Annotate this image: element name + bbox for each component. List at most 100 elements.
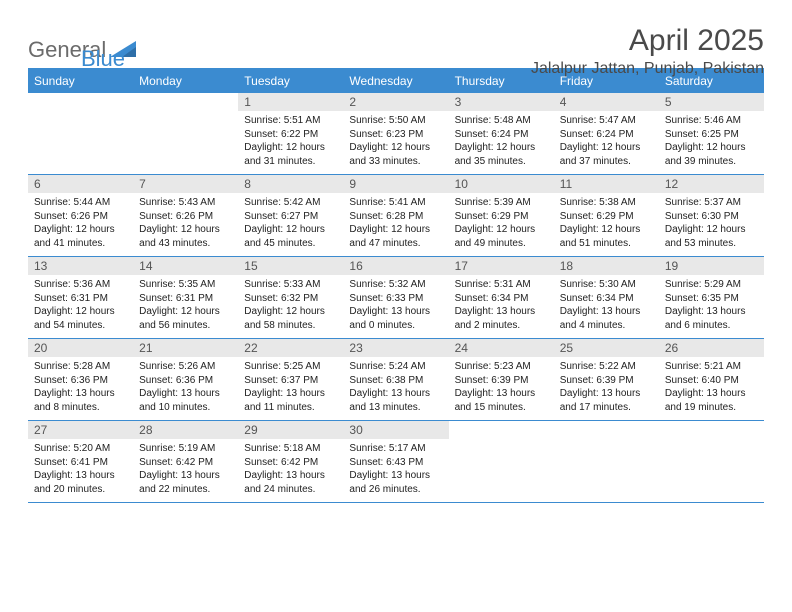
day-cell xyxy=(554,421,659,503)
day-number: 25 xyxy=(554,339,659,357)
day-number: 2 xyxy=(343,93,448,111)
day-cell: 21Sunrise: 5:26 AMSunset: 6:36 PMDayligh… xyxy=(133,339,238,421)
day-number: 7 xyxy=(133,175,238,193)
day-cell: 9Sunrise: 5:41 AMSunset: 6:28 PMDaylight… xyxy=(343,175,448,257)
day-details: Sunrise: 5:21 AMSunset: 6:40 PMDaylight:… xyxy=(659,357,764,418)
calendar-page: General Blue April 2025 Jalalpur Jattan,… xyxy=(0,0,792,523)
day-cell: 13Sunrise: 5:36 AMSunset: 6:31 PMDayligh… xyxy=(28,257,133,339)
day-number: 22 xyxy=(238,339,343,357)
logo-text-blue: Blue xyxy=(81,46,125,72)
day-details: Sunrise: 5:37 AMSunset: 6:30 PMDaylight:… xyxy=(659,193,764,254)
weekday-wednesday: Wednesday xyxy=(343,69,448,93)
day-details: Sunrise: 5:39 AMSunset: 6:29 PMDaylight:… xyxy=(449,193,554,254)
day-number: 3 xyxy=(449,93,554,111)
day-cell: 23Sunrise: 5:24 AMSunset: 6:38 PMDayligh… xyxy=(343,339,448,421)
day-details: Sunrise: 5:50 AMSunset: 6:23 PMDaylight:… xyxy=(343,111,448,172)
day-cell: 16Sunrise: 5:32 AMSunset: 6:33 PMDayligh… xyxy=(343,257,448,339)
day-details: Sunrise: 5:23 AMSunset: 6:39 PMDaylight:… xyxy=(449,357,554,418)
calendar-table: Sunday Monday Tuesday Wednesday Thursday… xyxy=(28,68,764,503)
day-details: Sunrise: 5:28 AMSunset: 6:36 PMDaylight:… xyxy=(28,357,133,418)
month-title: April 2025 xyxy=(531,24,764,58)
day-number: 17 xyxy=(449,257,554,275)
day-number: 30 xyxy=(343,421,448,439)
day-details: Sunrise: 5:30 AMSunset: 6:34 PMDaylight:… xyxy=(554,275,659,336)
day-cell: 28Sunrise: 5:19 AMSunset: 6:42 PMDayligh… xyxy=(133,421,238,503)
day-details: Sunrise: 5:31 AMSunset: 6:34 PMDaylight:… xyxy=(449,275,554,336)
day-number: 16 xyxy=(343,257,448,275)
day-cell: 18Sunrise: 5:30 AMSunset: 6:34 PMDayligh… xyxy=(554,257,659,339)
day-cell: 7Sunrise: 5:43 AMSunset: 6:26 PMDaylight… xyxy=(133,175,238,257)
week-row: 13Sunrise: 5:36 AMSunset: 6:31 PMDayligh… xyxy=(28,257,764,339)
day-details: Sunrise: 5:22 AMSunset: 6:39 PMDaylight:… xyxy=(554,357,659,418)
day-details: Sunrise: 5:17 AMSunset: 6:43 PMDaylight:… xyxy=(343,439,448,500)
day-cell: 8Sunrise: 5:42 AMSunset: 6:27 PMDaylight… xyxy=(238,175,343,257)
day-details: Sunrise: 5:41 AMSunset: 6:28 PMDaylight:… xyxy=(343,193,448,254)
logo: General Blue xyxy=(28,24,138,70)
day-details: Sunrise: 5:48 AMSunset: 6:24 PMDaylight:… xyxy=(449,111,554,172)
day-cell: 22Sunrise: 5:25 AMSunset: 6:37 PMDayligh… xyxy=(238,339,343,421)
day-details: Sunrise: 5:25 AMSunset: 6:37 PMDaylight:… xyxy=(238,357,343,418)
day-cell: 12Sunrise: 5:37 AMSunset: 6:30 PMDayligh… xyxy=(659,175,764,257)
day-number: 29 xyxy=(238,421,343,439)
day-number: 14 xyxy=(133,257,238,275)
day-number: 13 xyxy=(28,257,133,275)
day-number: 27 xyxy=(28,421,133,439)
day-cell: 20Sunrise: 5:28 AMSunset: 6:36 PMDayligh… xyxy=(28,339,133,421)
title-block: April 2025 Jalalpur Jattan, Punjab, Paki… xyxy=(531,24,764,78)
day-cell: 10Sunrise: 5:39 AMSunset: 6:29 PMDayligh… xyxy=(449,175,554,257)
week-row: 20Sunrise: 5:28 AMSunset: 6:36 PMDayligh… xyxy=(28,339,764,421)
day-number: 26 xyxy=(659,339,764,357)
day-cell xyxy=(28,93,133,175)
day-cell: 27Sunrise: 5:20 AMSunset: 6:41 PMDayligh… xyxy=(28,421,133,503)
day-details: Sunrise: 5:51 AMSunset: 6:22 PMDaylight:… xyxy=(238,111,343,172)
day-cell xyxy=(133,93,238,175)
day-details: Sunrise: 5:18 AMSunset: 6:42 PMDaylight:… xyxy=(238,439,343,500)
day-cell: 25Sunrise: 5:22 AMSunset: 6:39 PMDayligh… xyxy=(554,339,659,421)
day-number: 19 xyxy=(659,257,764,275)
day-cell: 2Sunrise: 5:50 AMSunset: 6:23 PMDaylight… xyxy=(343,93,448,175)
day-number: 12 xyxy=(659,175,764,193)
day-cell: 14Sunrise: 5:35 AMSunset: 6:31 PMDayligh… xyxy=(133,257,238,339)
day-cell: 3Sunrise: 5:48 AMSunset: 6:24 PMDaylight… xyxy=(449,93,554,175)
day-number: 6 xyxy=(28,175,133,193)
day-cell: 6Sunrise: 5:44 AMSunset: 6:26 PMDaylight… xyxy=(28,175,133,257)
day-number: 28 xyxy=(133,421,238,439)
day-cell: 11Sunrise: 5:38 AMSunset: 6:29 PMDayligh… xyxy=(554,175,659,257)
day-number: 21 xyxy=(133,339,238,357)
day-cell: 26Sunrise: 5:21 AMSunset: 6:40 PMDayligh… xyxy=(659,339,764,421)
day-number: 10 xyxy=(449,175,554,193)
day-details: Sunrise: 5:46 AMSunset: 6:25 PMDaylight:… xyxy=(659,111,764,172)
day-details: Sunrise: 5:19 AMSunset: 6:42 PMDaylight:… xyxy=(133,439,238,500)
day-details: Sunrise: 5:44 AMSunset: 6:26 PMDaylight:… xyxy=(28,193,133,254)
day-number: 4 xyxy=(554,93,659,111)
week-row: 6Sunrise: 5:44 AMSunset: 6:26 PMDaylight… xyxy=(28,175,764,257)
day-details: Sunrise: 5:33 AMSunset: 6:32 PMDaylight:… xyxy=(238,275,343,336)
day-cell: 29Sunrise: 5:18 AMSunset: 6:42 PMDayligh… xyxy=(238,421,343,503)
weekday-monday: Monday xyxy=(133,69,238,93)
day-number: 1 xyxy=(238,93,343,111)
day-details: Sunrise: 5:32 AMSunset: 6:33 PMDaylight:… xyxy=(343,275,448,336)
day-details: Sunrise: 5:43 AMSunset: 6:26 PMDaylight:… xyxy=(133,193,238,254)
day-details: Sunrise: 5:36 AMSunset: 6:31 PMDaylight:… xyxy=(28,275,133,336)
day-number: 11 xyxy=(554,175,659,193)
day-cell: 24Sunrise: 5:23 AMSunset: 6:39 PMDayligh… xyxy=(449,339,554,421)
day-cell: 1Sunrise: 5:51 AMSunset: 6:22 PMDaylight… xyxy=(238,93,343,175)
day-number: 8 xyxy=(238,175,343,193)
weekday-tuesday: Tuesday xyxy=(238,69,343,93)
day-number: 18 xyxy=(554,257,659,275)
weekday-sunday: Sunday xyxy=(28,69,133,93)
day-details: Sunrise: 5:26 AMSunset: 6:36 PMDaylight:… xyxy=(133,357,238,418)
day-cell: 5Sunrise: 5:46 AMSunset: 6:25 PMDaylight… xyxy=(659,93,764,175)
day-cell xyxy=(449,421,554,503)
day-number: 9 xyxy=(343,175,448,193)
day-number: 5 xyxy=(659,93,764,111)
week-row: 27Sunrise: 5:20 AMSunset: 6:41 PMDayligh… xyxy=(28,421,764,503)
day-details: Sunrise: 5:29 AMSunset: 6:35 PMDaylight:… xyxy=(659,275,764,336)
day-details: Sunrise: 5:42 AMSunset: 6:27 PMDaylight:… xyxy=(238,193,343,254)
day-cell: 15Sunrise: 5:33 AMSunset: 6:32 PMDayligh… xyxy=(238,257,343,339)
day-number: 15 xyxy=(238,257,343,275)
day-details: Sunrise: 5:24 AMSunset: 6:38 PMDaylight:… xyxy=(343,357,448,418)
day-number: 23 xyxy=(343,339,448,357)
day-details: Sunrise: 5:35 AMSunset: 6:31 PMDaylight:… xyxy=(133,275,238,336)
day-cell xyxy=(659,421,764,503)
